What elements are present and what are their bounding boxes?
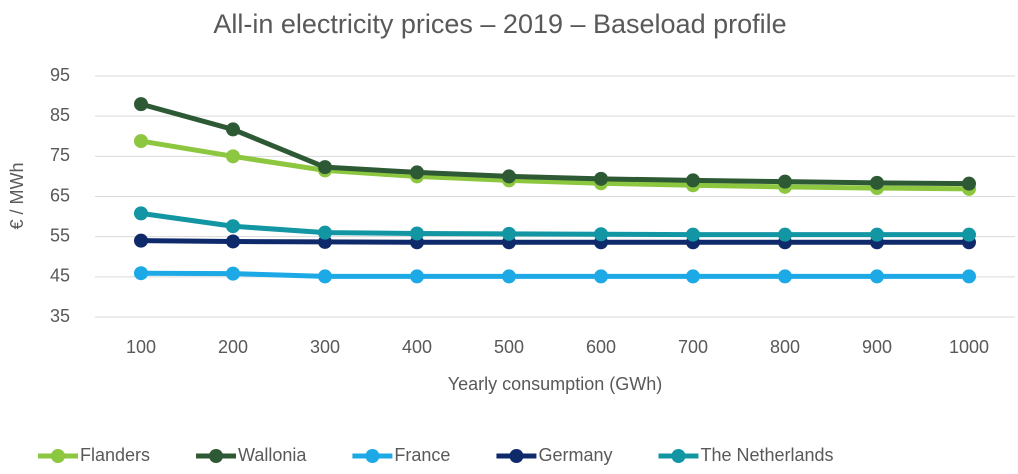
legend-marker xyxy=(509,449,524,463)
x-tick-label: 1000 xyxy=(949,337,989,357)
x-tick-label: 100 xyxy=(126,337,156,357)
legend-label: The Netherlands xyxy=(700,445,833,465)
y-tick-label: 95 xyxy=(50,65,70,85)
chart-title: All-in electricity prices – 2019 – Basel… xyxy=(213,9,786,39)
data-point xyxy=(778,269,792,284)
data-point xyxy=(502,169,516,184)
legend-label: Germany xyxy=(538,445,612,465)
x-tick-label: 200 xyxy=(218,337,248,357)
data-point xyxy=(594,171,608,186)
y-tick-label: 35 xyxy=(50,306,70,326)
x-axis-label: Yearly consumption (GWh) xyxy=(448,374,662,394)
series-line xyxy=(140,138,970,192)
data-point xyxy=(502,269,516,284)
data-point xyxy=(226,234,240,249)
legend-label: France xyxy=(394,445,450,465)
x-tick-label: 800 xyxy=(770,337,800,357)
series-line xyxy=(140,101,970,187)
data-point xyxy=(778,227,792,242)
y-tick-label: 65 xyxy=(50,185,70,205)
data-point xyxy=(226,149,240,164)
y-tick-label: 75 xyxy=(50,145,70,165)
legend-marker xyxy=(209,449,224,463)
data-point xyxy=(226,266,240,281)
data-point xyxy=(686,227,700,242)
data-point xyxy=(134,233,148,248)
data-point xyxy=(870,269,884,284)
y-tick-label: 55 xyxy=(50,225,70,245)
data-point xyxy=(134,134,148,149)
x-tick-label: 400 xyxy=(402,337,432,357)
data-point xyxy=(410,165,424,180)
legend-marker xyxy=(671,449,686,463)
data-point xyxy=(226,122,240,137)
data-point xyxy=(870,227,884,242)
x-tick-label: 300 xyxy=(310,337,340,357)
legend-label: Wallonia xyxy=(238,445,307,465)
data-point xyxy=(134,266,148,281)
data-point xyxy=(502,226,516,241)
x-tick-label: 500 xyxy=(494,337,524,357)
data-point xyxy=(410,226,424,241)
series-line xyxy=(140,270,969,279)
data-point xyxy=(318,160,332,175)
data-point xyxy=(134,97,148,112)
data-point xyxy=(594,227,608,242)
legend-marker xyxy=(51,449,65,463)
legend-label: Flanders xyxy=(80,445,150,465)
data-point xyxy=(962,176,976,191)
series-line xyxy=(140,238,969,245)
data-point xyxy=(962,269,976,284)
data-point xyxy=(686,269,700,284)
y-tick-label: 85 xyxy=(50,105,70,125)
data-point xyxy=(318,225,332,240)
x-tick-label: 600 xyxy=(586,337,616,357)
legend-marker xyxy=(365,449,380,463)
data-point xyxy=(870,175,884,190)
data-point xyxy=(410,269,424,284)
x-tick-label: 700 xyxy=(678,337,708,357)
data-point xyxy=(318,269,332,284)
data-point xyxy=(778,174,792,189)
data-point xyxy=(594,269,608,284)
y-axis-label: € / MWh xyxy=(7,162,27,229)
x-tick-label: 900 xyxy=(862,337,892,357)
data-point xyxy=(962,227,976,242)
data-point xyxy=(226,219,240,234)
series-line xyxy=(140,210,969,238)
y-tick-label: 45 xyxy=(50,266,70,286)
data-point xyxy=(134,206,148,221)
data-point xyxy=(686,173,700,188)
